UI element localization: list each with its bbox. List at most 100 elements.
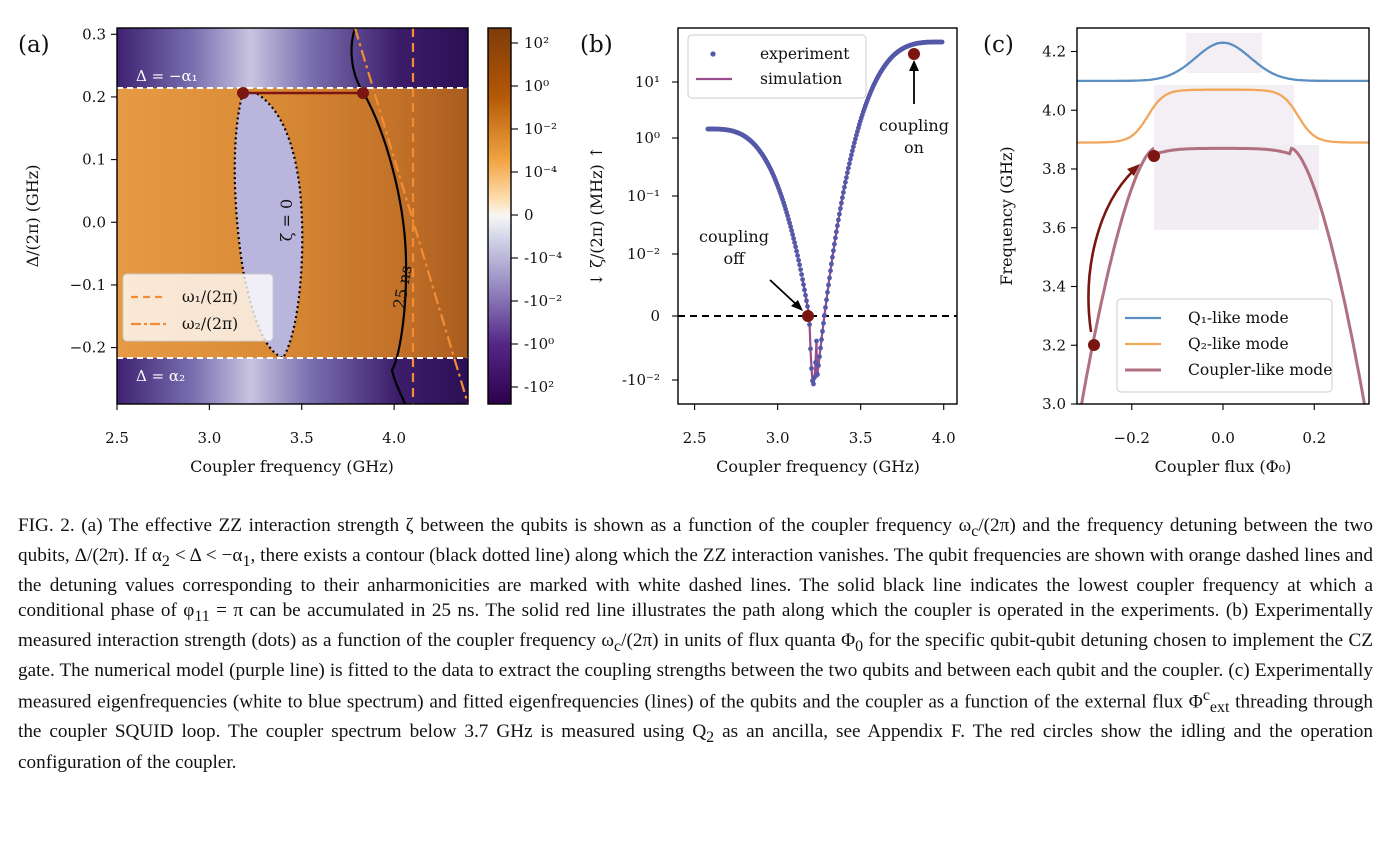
y-tick-label: −0.1 xyxy=(70,276,106,294)
experiment-point xyxy=(848,156,853,162)
y-tick-label: −0.2 xyxy=(70,339,106,357)
legend-box xyxy=(122,273,274,342)
colorbar-tick-label: -10⁻⁴ xyxy=(524,249,562,267)
spectrum-patch-top xyxy=(1186,33,1262,73)
experiment-point xyxy=(808,346,813,352)
legend-experiment-swatch xyxy=(710,51,716,57)
colorbar-tick-label: -10² xyxy=(524,378,554,396)
q2-frequency-line xyxy=(353,28,468,404)
experiment-point xyxy=(825,289,830,295)
legend-q1-label: Q₁-like mode xyxy=(1188,309,1289,327)
panel-c-ticks: −0.2 0.0 0.2 4.2 4.0 3.8 3.6 3.4 3.2 3.0 xyxy=(1042,43,1326,448)
experiment-point xyxy=(789,228,794,233)
experiment-point xyxy=(834,229,839,235)
panel-c-plot xyxy=(1077,33,1369,405)
coupling-on-marker xyxy=(908,48,920,60)
caption-part: as an ancilla, see Appendix F. The red c… xyxy=(18,721,1373,773)
y-tick-label: -10⁻² xyxy=(622,371,660,389)
heatmap-bottom-band xyxy=(117,358,468,404)
panel-b-label: (b) xyxy=(580,32,613,58)
legend-experiment-label: experiment xyxy=(760,45,850,63)
panel-a-ylabel: Δ/(2π) (GHz) xyxy=(23,165,42,268)
panel-b-plot xyxy=(678,39,957,388)
experiment-point xyxy=(787,220,792,226)
panel-a-ticks: 2.5 3.0 3.5 4.0 0.3 0.2 0.1 0.0 −0.1 −0.2 xyxy=(70,25,406,447)
q1-mode-curve xyxy=(1077,41,1369,83)
legend-q2-label: ω₂/(2π) xyxy=(182,315,238,333)
panel-c-ylabel: Frequency (GHz) xyxy=(997,146,1016,285)
x-tick-label: 0.0 xyxy=(1211,429,1235,447)
coupling-off-marker xyxy=(802,310,814,322)
y-tick-label: 0.0 xyxy=(82,213,106,231)
caption-sub: 0 xyxy=(855,637,864,655)
legend-box xyxy=(1116,298,1333,393)
caption-part: FIG. 2. (a) The effective ZZ interaction… xyxy=(18,515,972,536)
experiment-point xyxy=(791,236,796,241)
experiment-point xyxy=(835,223,840,229)
experiment-point xyxy=(792,240,797,246)
panel-a-legend: ω₁/(2π) ω₂/(2π) xyxy=(122,273,274,342)
experiment-point xyxy=(802,287,807,293)
experiment-point xyxy=(812,375,817,380)
tuning-arrowhead xyxy=(1127,164,1140,176)
panel-a: (a) Δ = −α₁ Δ = α₂ ζ = 0 25 ns xyxy=(18,25,562,476)
panel-b-axes xyxy=(677,27,958,405)
caption-text: FIG. 2. (a) The effective ZZ interaction… xyxy=(18,514,1373,775)
y-tick-label: 4.0 xyxy=(1042,101,1066,119)
experiment-point xyxy=(805,304,810,309)
experiment-point xyxy=(803,292,808,298)
panel-b: (b) coupling off coupling on experiment … xyxy=(580,27,958,476)
experiment-point xyxy=(818,345,823,351)
y-tick-label: 0.1 xyxy=(82,151,106,169)
experiment-point xyxy=(829,261,834,267)
experiment-point xyxy=(822,312,827,318)
figure: (a) Δ = −α₁ Δ = α₂ ζ = 0 25 ns xyxy=(18,25,1370,476)
x-tick-label: 3.5 xyxy=(849,429,873,447)
caption-sub: 2 xyxy=(706,729,715,747)
experiment-point xyxy=(797,262,802,268)
experiment-point xyxy=(842,184,847,190)
panel-a-xlabel: Coupler frequency (GHz) xyxy=(190,457,394,476)
y-tick-label: 10¹ xyxy=(635,73,660,91)
experiment-point xyxy=(838,206,843,211)
experiment-point xyxy=(813,360,818,365)
y-tick-label: 3.4 xyxy=(1042,278,1066,296)
experiment-point xyxy=(843,179,848,185)
panel-b-ylabel: ↓ ζ/(2π) (MHz) ↑ xyxy=(587,146,606,287)
colorbar-tick-label: -10⁻² xyxy=(524,292,562,310)
idle-point-marker xyxy=(1088,339,1100,351)
experiment-point xyxy=(816,363,821,368)
operation-point-marker xyxy=(1148,150,1160,162)
experiment-point xyxy=(790,232,795,237)
caption-part: /(2π) in units of flux quanta Φ xyxy=(621,630,856,652)
x-tick-label: 0.2 xyxy=(1302,429,1326,447)
colorbar xyxy=(488,28,511,404)
panel-c: (c) Q₁-like mode Q₂-like mode Coupler-li… xyxy=(983,27,1370,476)
spectrum-patch-low xyxy=(1154,145,1319,230)
q2-mode-curve xyxy=(1077,88,1369,144)
y-tick-label: 3.8 xyxy=(1042,160,1066,178)
x-tick-label: −0.2 xyxy=(1114,429,1150,447)
heatmap-top-band xyxy=(117,28,468,88)
panel-b-legend: experiment simulation xyxy=(687,34,867,99)
x-tick-label: 3.0 xyxy=(197,429,221,447)
panel-c-legend: Q₁-like mode Q₂-like mode Coupler-like m… xyxy=(1116,298,1333,393)
x-tick-label: 4.0 xyxy=(382,429,406,447)
experiment-point xyxy=(832,241,837,247)
colorbar-ticks: 10² 10⁰ 10⁻² 10⁻⁴ 0 -10⁻⁴ -10⁻² -10⁰ -10² xyxy=(511,34,562,396)
y-tick-label: 4.2 xyxy=(1042,43,1066,61)
panel-b-xlabel: Coupler frequency (GHz) xyxy=(716,457,920,476)
experiment-point xyxy=(811,381,816,387)
experiment-point xyxy=(826,282,831,288)
experiment-point xyxy=(836,217,841,223)
experiment-point xyxy=(814,338,819,344)
y-tick-label: 0 xyxy=(650,307,660,325)
experiment-point xyxy=(841,190,846,195)
y-tick-label: 0.2 xyxy=(82,88,106,106)
legend-q1-label: ω₁/(2π) xyxy=(182,288,238,306)
experiment-point xyxy=(851,144,856,150)
caption-part: threading through the coupler SQUID loop… xyxy=(18,691,1373,743)
experiment-point xyxy=(854,132,859,138)
experiment-point xyxy=(852,140,857,146)
x-tick-label: 2.5 xyxy=(105,429,129,447)
